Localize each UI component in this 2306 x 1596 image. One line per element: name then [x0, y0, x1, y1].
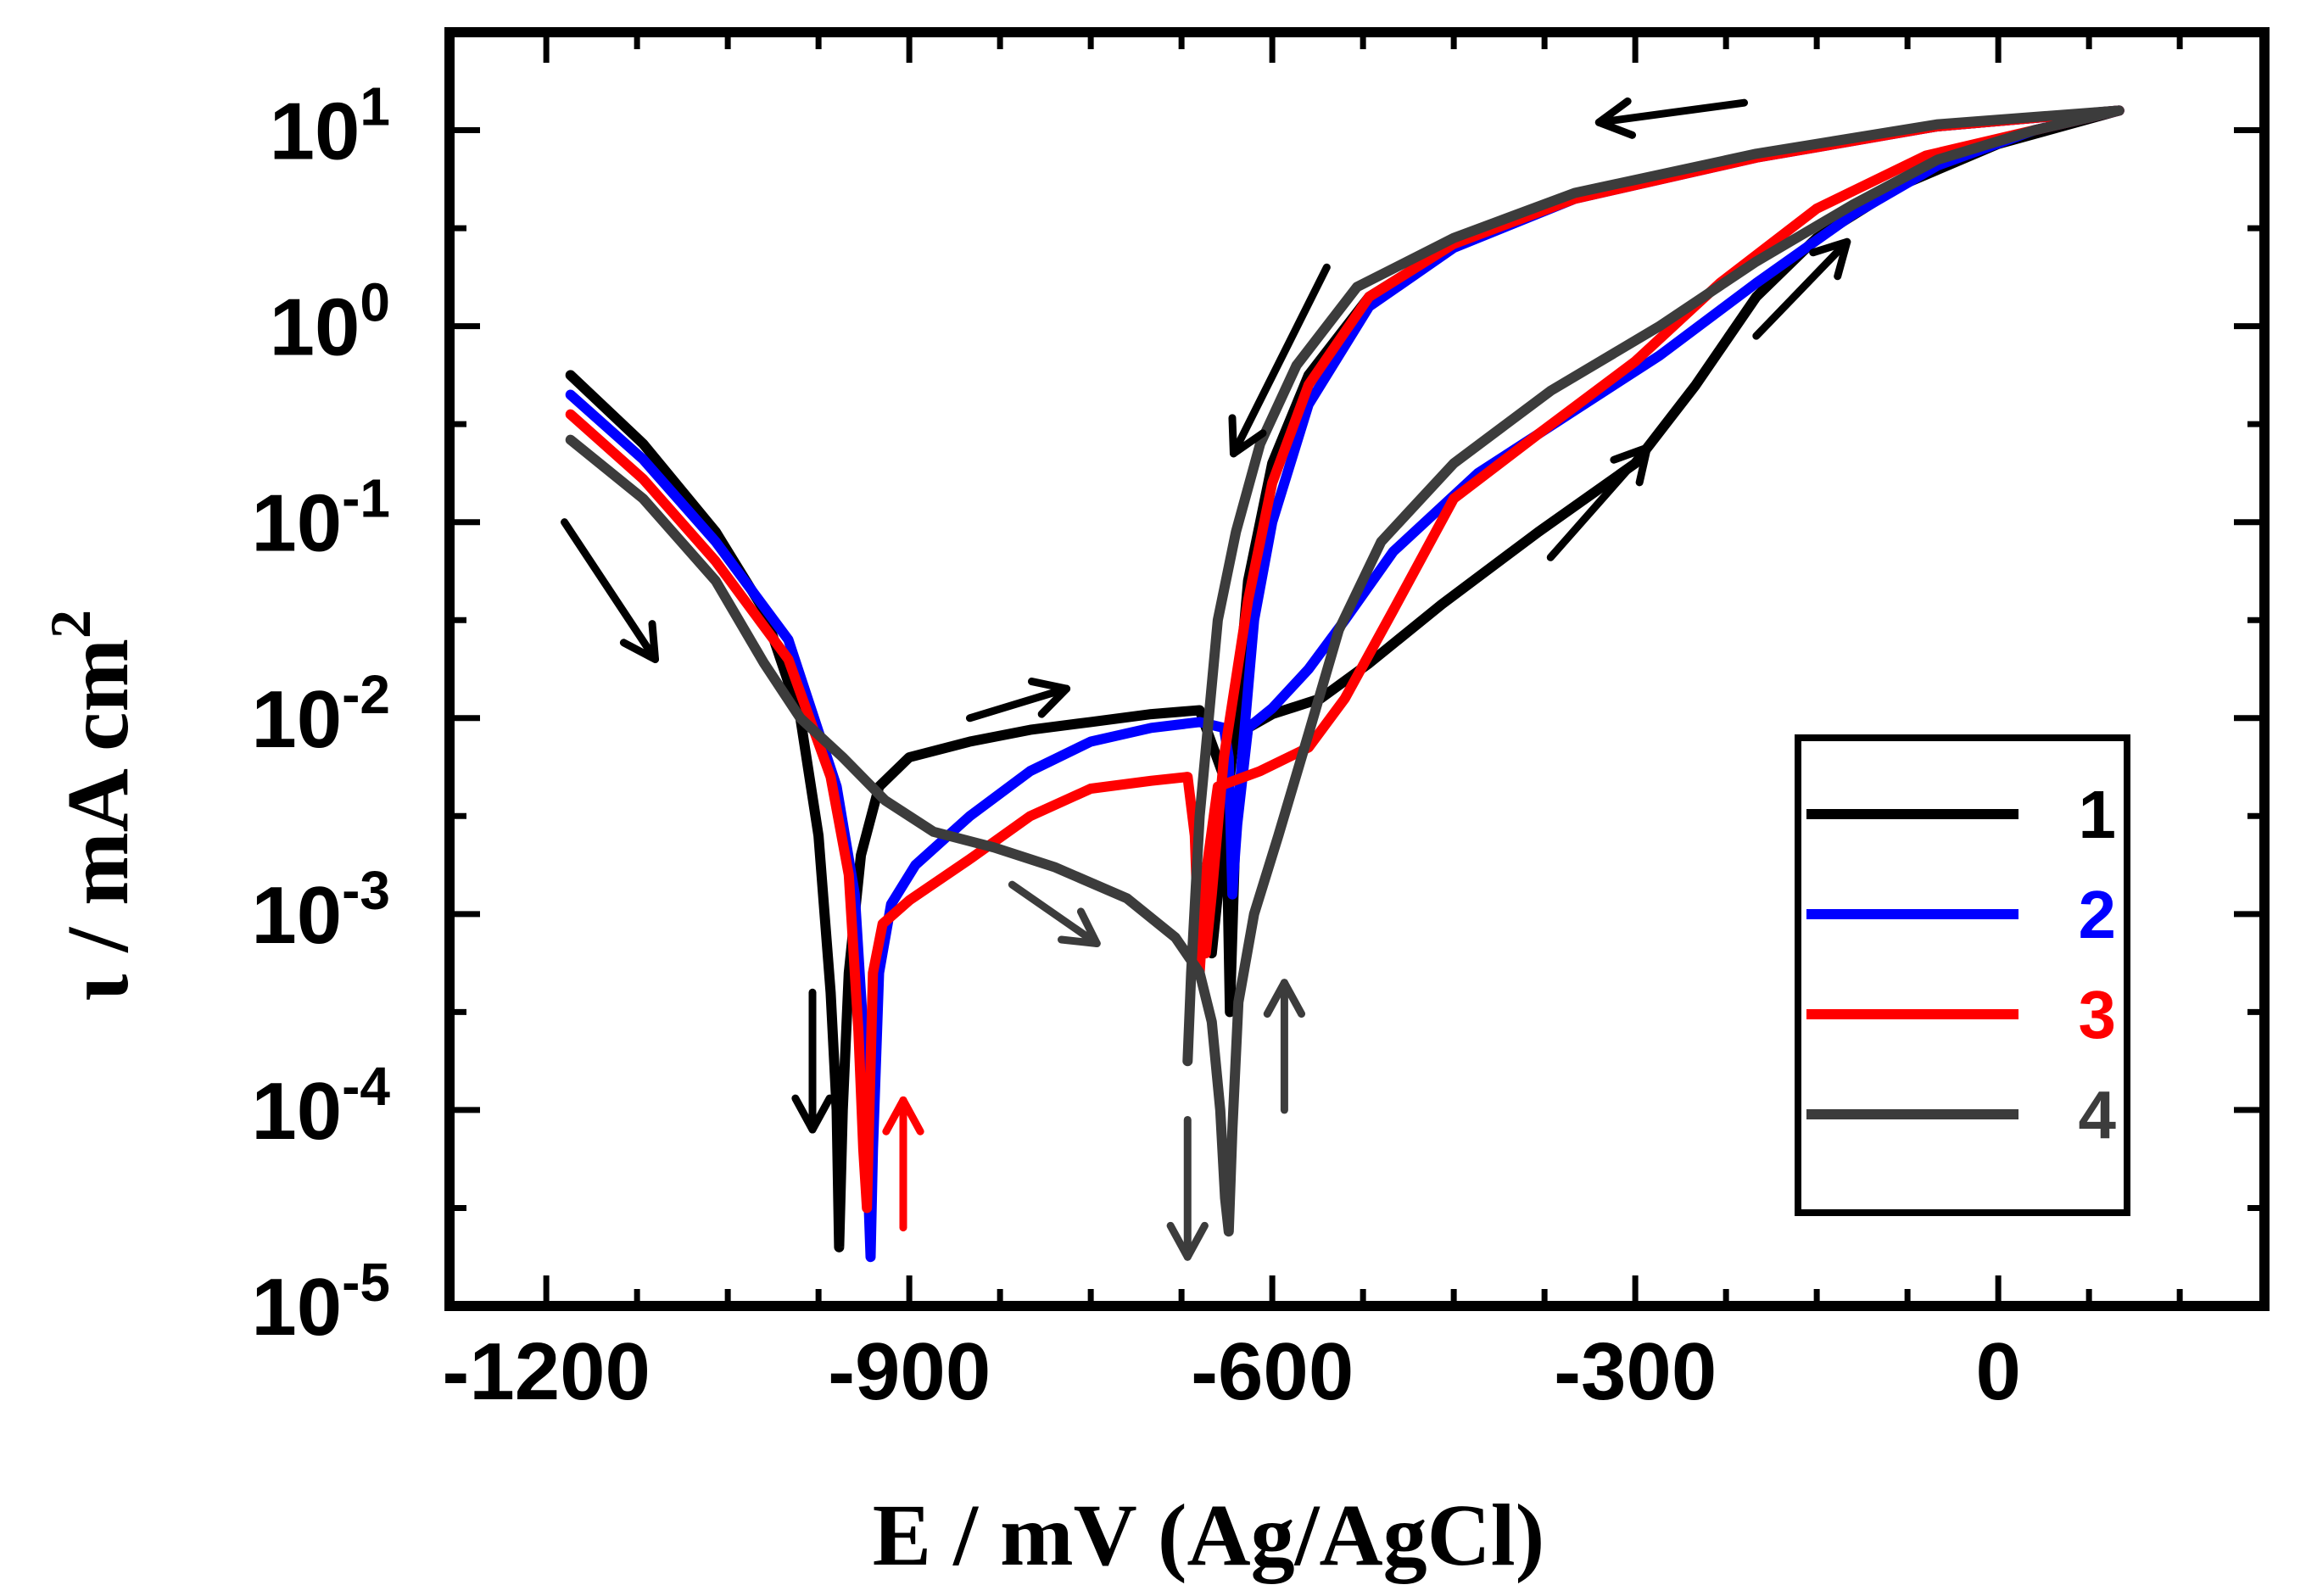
direction-arrow [1546, 444, 1651, 561]
x-tick-label: -900 [828, 1326, 991, 1417]
legend-label-2: 2 [2079, 877, 2117, 952]
direction-arrow [561, 518, 660, 663]
y-tick-exponent: 1 [360, 76, 390, 137]
y-tick-base: 10 [270, 86, 360, 177]
direction-arrow [1594, 97, 1749, 139]
y-tick-label: 10-5 [251, 1252, 390, 1353]
y-tick-exponent: -4 [342, 1056, 390, 1117]
svg-text:ι / mA cm2: ι / mA cm2 [38, 610, 147, 1002]
y-tick-label: 10-4 [251, 1056, 390, 1157]
series-3-line [565, 105, 2125, 1214]
y-tick-base: 10 [270, 282, 360, 373]
y-tick-label: 10-1 [251, 468, 390, 569]
direction-arrow [965, 678, 1071, 723]
x-tick-label: -1200 [442, 1326, 650, 1417]
x-tick-label: 0 [1975, 1326, 2020, 1417]
direction-arrow [882, 1096, 924, 1232]
series-4-line [565, 105, 2125, 1237]
direction-arrow [791, 988, 834, 1134]
y-tick-label: 10-2 [251, 664, 390, 765]
legend: 1 2 3 4 [1795, 734, 2130, 1216]
chart-arrows [561, 97, 1851, 1261]
legend-label-4: 4 [2079, 1077, 2117, 1152]
x-tick-labels: -1200 -900 -600 -300 0 [442, 1326, 2020, 1417]
legend-label-1: 1 [2079, 777, 2117, 852]
y-tick-exponent: 0 [360, 272, 390, 333]
direction-arrow [1228, 263, 1331, 458]
y-tick-label: 10-3 [251, 860, 390, 961]
direction-arrow [1263, 979, 1306, 1114]
chart-curves [565, 105, 2125, 1263]
y-axis-symbol: ι [49, 974, 147, 1002]
y-axis-title: ι / mA cm2 [38, 610, 147, 1002]
y-axis-unit: / mA cm [49, 639, 147, 974]
y-tick-label: 101 [270, 76, 390, 177]
y-tick-base: 10 [251, 870, 342, 961]
y-tick-base: 10 [251, 478, 342, 569]
y-tick-base: 10 [251, 1066, 342, 1157]
legend-label-3: 3 [2079, 977, 2117, 1052]
x-axis-title: E / mV (Ag/AgCl) [873, 1487, 1545, 1584]
x-tick-label: -600 [1191, 1326, 1354, 1417]
y-tick-exponent: -5 [342, 1252, 390, 1313]
direction-arrow [1008, 880, 1101, 948]
plot-frame [444, 27, 2270, 1311]
y-axis-unit-exponent: 2 [38, 610, 103, 639]
y-tick-exponent: -3 [342, 860, 390, 921]
x-tick-label: -300 [1554, 1326, 1717, 1417]
y-tick-base: 10 [251, 1262, 342, 1353]
direction-arrow [1166, 1115, 1209, 1261]
y-tick-exponent: -2 [342, 664, 390, 725]
y-tick-label: 100 [270, 272, 390, 373]
direction-arrow [1752, 237, 1851, 340]
y-tick-base: 10 [251, 674, 342, 765]
y-tick-exponent: -1 [342, 468, 390, 529]
